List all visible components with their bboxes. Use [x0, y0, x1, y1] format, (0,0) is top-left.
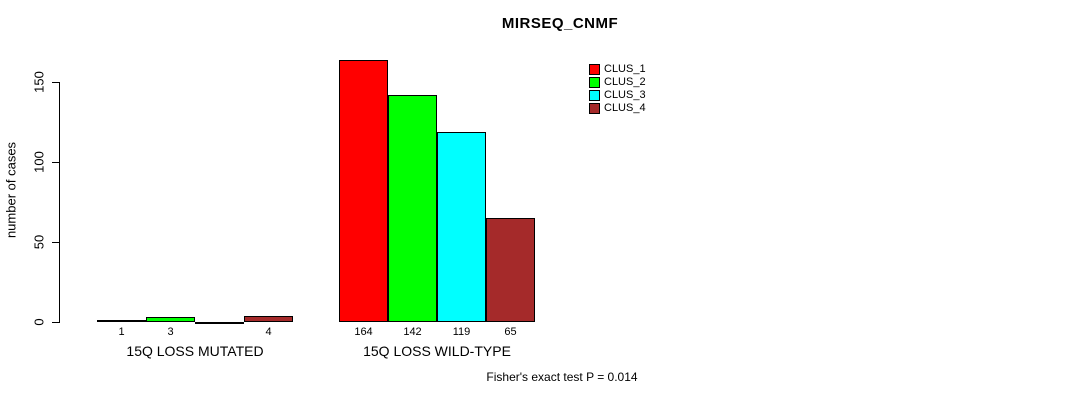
- group-label: 15Q LOSS MUTATED: [126, 343, 264, 359]
- legend-color-swatch: [589, 103, 600, 114]
- y-axis-tick: [52, 162, 59, 163]
- chart-title: MIRSEQ_CNMF: [501, 15, 619, 32]
- bar: [146, 317, 195, 322]
- legend-item-label: CLUS_2: [604, 76, 646, 88]
- bar: [339, 60, 388, 322]
- y-axis-tick-label: 100: [31, 151, 47, 173]
- bar: [388, 95, 437, 322]
- bar-count-label: 119: [452, 326, 471, 338]
- bar: [195, 322, 244, 324]
- bar-count-label: 3: [167, 326, 174, 338]
- legend-item-label: CLUS_3: [604, 89, 646, 101]
- y-axis-tick-label: 150: [31, 71, 47, 93]
- bar-count-label: 1: [118, 326, 125, 338]
- legend-color-swatch: [589, 77, 600, 88]
- y-axis-label: number of cases: [3, 141, 19, 239]
- bar-count-label: 65: [504, 326, 517, 338]
- legend-item-label: CLUS_1: [604, 63, 646, 75]
- y-axis-tick-label: 0: [31, 318, 47, 326]
- fisher-test-annotation: Fisher's exact test P = 0.014: [486, 370, 638, 384]
- legend-item-label: CLUS_4: [604, 102, 646, 114]
- y-axis-tick-label: 50: [31, 234, 47, 250]
- legend-color-swatch: [589, 64, 600, 75]
- group-label: 15Q LOSS WILD-TYPE: [363, 343, 511, 359]
- bar: [486, 218, 535, 322]
- bar: [97, 320, 146, 322]
- y-axis-tick: [52, 242, 59, 243]
- bar: [244, 316, 293, 322]
- bar-count-label: 142: [403, 326, 422, 338]
- y-axis-tick: [52, 82, 59, 83]
- y-axis-tick: [52, 322, 59, 323]
- y-axis-line: [59, 82, 60, 323]
- legend-color-swatch: [589, 90, 600, 101]
- bar-count-label: 164: [354, 326, 373, 338]
- bar: [437, 132, 486, 322]
- bar-count-label: 4: [265, 326, 272, 338]
